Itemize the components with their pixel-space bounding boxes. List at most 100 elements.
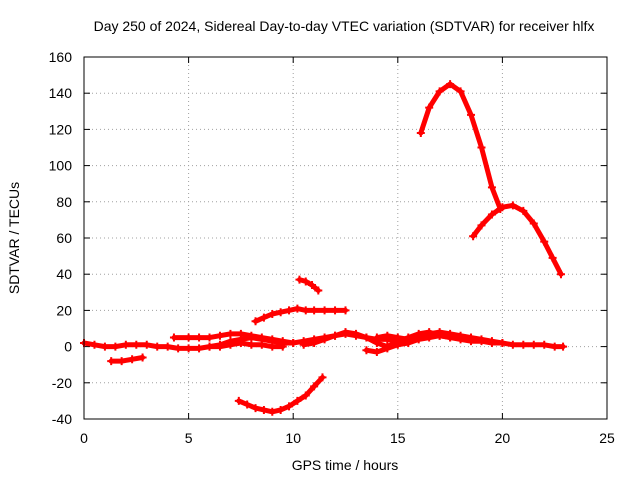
data-point	[205, 333, 214, 342]
data-point	[234, 396, 243, 405]
y-tick-label: 60	[56, 230, 72, 246]
data-point	[289, 338, 298, 347]
data-point	[301, 277, 310, 286]
data-point	[285, 402, 294, 411]
data-point	[477, 143, 486, 152]
y-axis-label: SDTVAR / TECUs	[6, 182, 22, 294]
data-point	[268, 310, 277, 319]
x-tick-label: 15	[390, 430, 406, 446]
y-tick-label: 0	[64, 339, 72, 355]
data-point	[195, 344, 204, 353]
series-arc-high	[418, 81, 503, 212]
data-point	[320, 335, 329, 344]
plot-frame	[83, 56, 608, 420]
y-tick-label: -20	[52, 375, 72, 391]
data-point	[314, 286, 323, 295]
data-point	[236, 335, 245, 344]
data-point	[163, 342, 172, 351]
data-point	[121, 340, 130, 349]
data-point	[111, 342, 120, 351]
data-point	[556, 270, 565, 279]
data-point	[259, 405, 268, 414]
data-point	[100, 342, 109, 351]
data-point	[508, 340, 517, 349]
data-point	[257, 335, 266, 344]
data-point	[559, 342, 568, 351]
series-near-zero-2	[108, 355, 146, 364]
x-tick-label: 25	[599, 430, 615, 446]
data-point	[205, 342, 214, 351]
data-point	[128, 355, 137, 364]
data-point	[372, 348, 381, 357]
data-point	[276, 308, 285, 317]
data-point	[215, 340, 224, 349]
x-tick-label: 20	[495, 430, 511, 446]
x-tick-label: 0	[80, 430, 88, 446]
data-point	[169, 333, 178, 342]
data-point	[195, 333, 204, 342]
data-point	[132, 340, 141, 349]
data-point	[362, 333, 371, 342]
data-point	[293, 396, 302, 405]
data-point	[425, 329, 434, 338]
data-point	[456, 331, 465, 340]
data-point	[295, 275, 304, 284]
y-tick-label: 40	[56, 266, 72, 282]
data-point	[184, 333, 193, 342]
data-point	[383, 331, 392, 340]
data-point	[90, 340, 99, 349]
data-point	[259, 313, 268, 322]
data-point	[393, 340, 402, 349]
data-point	[310, 382, 319, 391]
data-point	[477, 335, 486, 344]
data-point	[268, 337, 277, 346]
x-tick-label: 10	[285, 430, 301, 446]
data-point	[184, 344, 193, 353]
data-point	[107, 357, 116, 366]
data-point	[519, 340, 528, 349]
data-point	[467, 110, 476, 119]
data-point	[331, 331, 340, 340]
data-point	[278, 338, 287, 347]
data-point	[226, 337, 235, 346]
data-point	[341, 328, 350, 337]
data-point	[487, 337, 496, 346]
data-point	[435, 87, 444, 96]
data-point	[498, 338, 507, 347]
chart-title: Day 250 of 2024, Sidereal Day-to-day VTE…	[94, 18, 595, 34]
data-point	[383, 344, 392, 353]
y-tick-label: 120	[49, 121, 73, 137]
data-point	[351, 329, 360, 338]
data-point	[550, 342, 559, 351]
data-point	[138, 353, 147, 362]
y-tick-label: 160	[49, 49, 73, 65]
y-tick-label: -40	[52, 411, 72, 427]
data-point	[548, 253, 557, 262]
data-point	[404, 335, 413, 344]
data-point	[308, 281, 317, 290]
x-tick-label: 5	[185, 430, 193, 446]
y-tick-label: 100	[49, 158, 73, 174]
data-point	[251, 404, 260, 413]
data-point	[226, 329, 235, 338]
data-point	[498, 203, 507, 212]
data-point	[331, 306, 340, 315]
data-point	[268, 407, 277, 416]
data-point	[243, 400, 252, 409]
data-point	[416, 129, 425, 138]
data-marks	[80, 80, 568, 416]
data-point	[247, 333, 256, 342]
data-point	[446, 80, 455, 89]
series-arc-mid-high	[470, 202, 564, 277]
data-point	[174, 344, 183, 353]
data-point	[487, 210, 496, 219]
data-point	[467, 333, 476, 342]
data-point	[310, 338, 319, 347]
data-point	[247, 340, 256, 349]
data-point	[299, 340, 308, 349]
data-point	[477, 221, 486, 230]
data-point	[469, 232, 478, 241]
data-point	[529, 340, 538, 349]
data-point	[153, 342, 162, 351]
